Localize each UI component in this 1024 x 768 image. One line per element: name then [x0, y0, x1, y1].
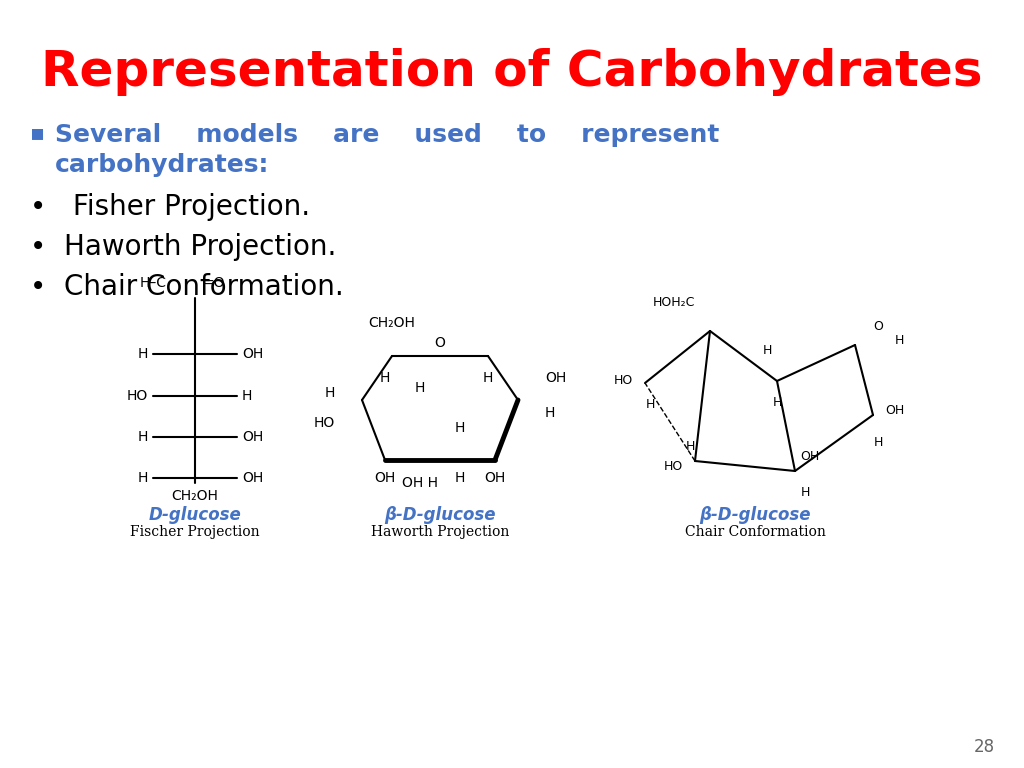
Text: •   Fisher Projection.: • Fisher Projection. — [30, 193, 310, 221]
Text: H: H — [455, 421, 465, 435]
Text: H: H — [242, 389, 252, 402]
Text: OH: OH — [375, 471, 395, 485]
Text: H: H — [685, 439, 694, 452]
Text: H: H — [801, 486, 810, 499]
Text: Chair Conformation: Chair Conformation — [685, 525, 825, 539]
Text: HO: HO — [313, 416, 335, 430]
Text: OH: OH — [242, 430, 263, 444]
Text: OH: OH — [242, 471, 263, 485]
Text: H: H — [545, 406, 555, 420]
Text: β-D-glucose: β-D-glucose — [699, 506, 811, 524]
Text: Several    models    are    used    to    represent: Several models are used to represent — [55, 123, 720, 147]
Text: H: H — [455, 471, 465, 485]
Text: OH: OH — [885, 403, 904, 416]
Text: =O: =O — [203, 276, 225, 290]
Text: HOH₂C: HOH₂C — [652, 296, 695, 310]
Text: 28: 28 — [974, 738, 995, 756]
Text: •  Haworth Projection.: • Haworth Projection. — [30, 233, 336, 261]
Text: Fischer Projection: Fischer Projection — [130, 525, 260, 539]
Text: H: H — [895, 333, 904, 346]
Text: H: H — [325, 386, 335, 400]
Text: OH H: OH H — [402, 476, 438, 490]
Text: OH: OH — [545, 371, 566, 385]
Text: HO: HO — [664, 459, 683, 472]
Text: H–C: H–C — [140, 276, 167, 290]
Text: H: H — [137, 430, 148, 444]
Text: H: H — [762, 345, 772, 357]
Text: H: H — [137, 471, 148, 485]
Text: O: O — [873, 320, 883, 333]
Text: Haworth Projection: Haworth Projection — [371, 525, 509, 539]
Text: H: H — [380, 371, 390, 385]
Text: H: H — [415, 381, 425, 395]
Text: D-glucose: D-glucose — [148, 506, 242, 524]
Text: •  Chair Conformation.: • Chair Conformation. — [30, 273, 344, 301]
Text: OH: OH — [242, 347, 263, 361]
Text: H: H — [873, 436, 883, 449]
Text: OH: OH — [801, 449, 819, 462]
Text: ▪: ▪ — [30, 123, 45, 143]
Text: CH₂OH: CH₂OH — [172, 489, 218, 503]
Text: CH₂OH: CH₂OH — [369, 316, 416, 330]
Text: OH: OH — [484, 471, 506, 485]
Text: H: H — [772, 396, 781, 409]
Text: Representation of Carbohydrates: Representation of Carbohydrates — [41, 48, 983, 96]
Text: H: H — [482, 371, 494, 385]
Text: H: H — [645, 399, 654, 412]
Text: HO: HO — [613, 373, 633, 386]
Text: O: O — [434, 336, 445, 350]
Text: HO: HO — [127, 389, 148, 402]
Text: β-D-glucose: β-D-glucose — [384, 506, 496, 524]
Text: H: H — [137, 347, 148, 361]
Text: carbohydrates:: carbohydrates: — [55, 153, 269, 177]
